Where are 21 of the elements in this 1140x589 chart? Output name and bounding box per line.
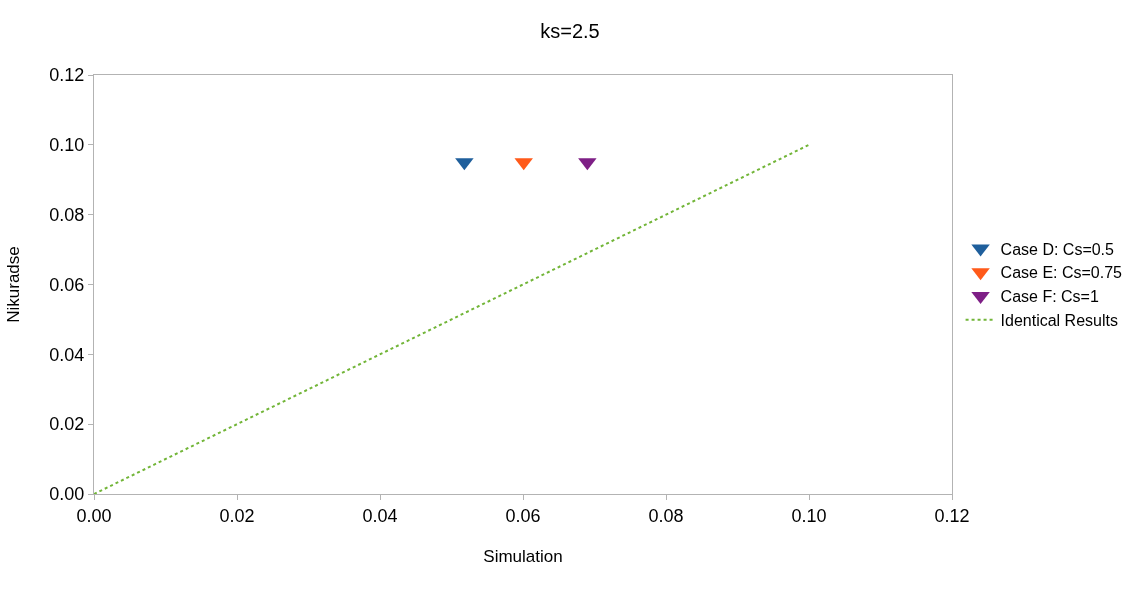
x-tick-label: 0.06 [505,505,541,526]
y-tick-label: 0.04 [49,344,85,365]
y-tick-label: 0.08 [49,204,85,225]
x-tick-label: 0.00 [76,505,112,526]
legend-label: Case D: Cs=0.5 [1000,240,1115,258]
y-tick-label: 0.02 [49,414,85,435]
x-tick-label: 0.12 [934,505,970,526]
chart-title: ks=2.5 [540,19,600,42]
y-tick-label: 0.10 [49,135,85,156]
y-tick-label: 0.12 [49,65,85,86]
legend-label: Case E: Cs=0.75 [1000,264,1123,282]
y-tick-label: 0.06 [49,274,85,295]
legend-label: Case F: Cs=1 [1000,288,1099,306]
x-axis-title: Simulation [483,547,563,566]
x-tick-label: 0.04 [362,505,398,526]
y-tick-label: 0.00 [49,484,85,505]
y-axis-title: Nikuradse [3,246,23,323]
x-tick-label: 0.10 [791,505,827,526]
legend-label: Identical Results [1000,312,1118,330]
x-tick-label: 0.08 [648,505,684,526]
x-tick-label: 0.02 [219,505,255,526]
